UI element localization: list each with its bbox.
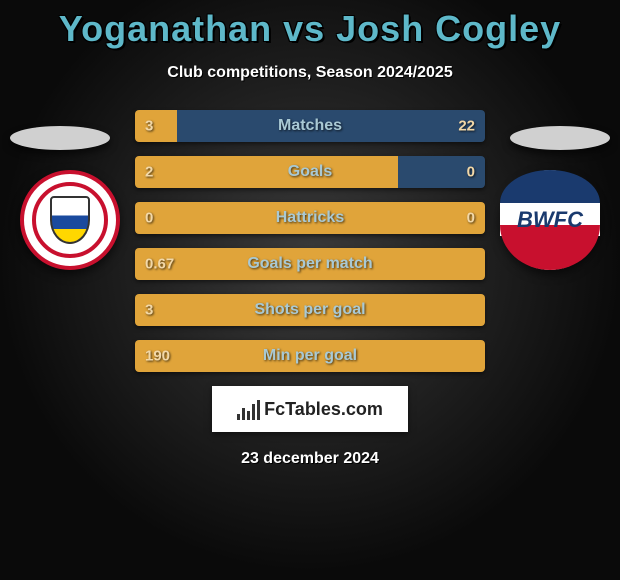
stat-row: Shots per goal3 (135, 294, 485, 326)
stat-row: Hattricks0 0 (135, 202, 485, 234)
stat-label: Matches (135, 110, 485, 142)
subtitle: Club competitions, Season 2024/2025 (0, 64, 620, 82)
stat-label: Goals (135, 156, 485, 188)
stat-value-left: 3 (145, 118, 153, 135)
stat-value-right: 0 (467, 164, 475, 181)
stats-container: Matches322Goals20Hattricks00Goals per ma… (135, 110, 485, 372)
logo-text: FcTables.com (264, 399, 383, 420)
club-badge-right: BWFC (500, 170, 600, 270)
stat-label: Hattricks (135, 202, 485, 234)
player-photo-placeholder-right (510, 126, 610, 150)
stat-value-right: 22 (458, 118, 475, 135)
stat-value-left: 190 (145, 348, 170, 365)
stat-value-left: 0.67 (145, 256, 174, 273)
stat-row: Goals per match0.67 (135, 248, 485, 280)
stat-label: Min per goal (135, 340, 485, 372)
club-badge-left (20, 170, 120, 270)
stat-value-right: 0 (467, 210, 475, 227)
stat-value-left: 2 (145, 164, 153, 181)
stat-value-left: 0 (145, 210, 153, 227)
player-photo-placeholder-left (10, 126, 110, 150)
bar-chart-icon (237, 398, 260, 420)
stat-row: Matches3 22 (135, 110, 485, 142)
fctables-logo: FcTables.com (212, 386, 408, 432)
stat-value-left: 3 (145, 302, 153, 319)
stat-label: Shots per goal (135, 294, 485, 326)
stat-row: Goals2 0 (135, 156, 485, 188)
page-title: Yoganathan vs Josh Cogley (0, 0, 620, 50)
date-label: 23 december 2024 (0, 450, 620, 468)
stat-row: Min per goal190 (135, 340, 485, 372)
stat-label: Goals per match (135, 248, 485, 280)
